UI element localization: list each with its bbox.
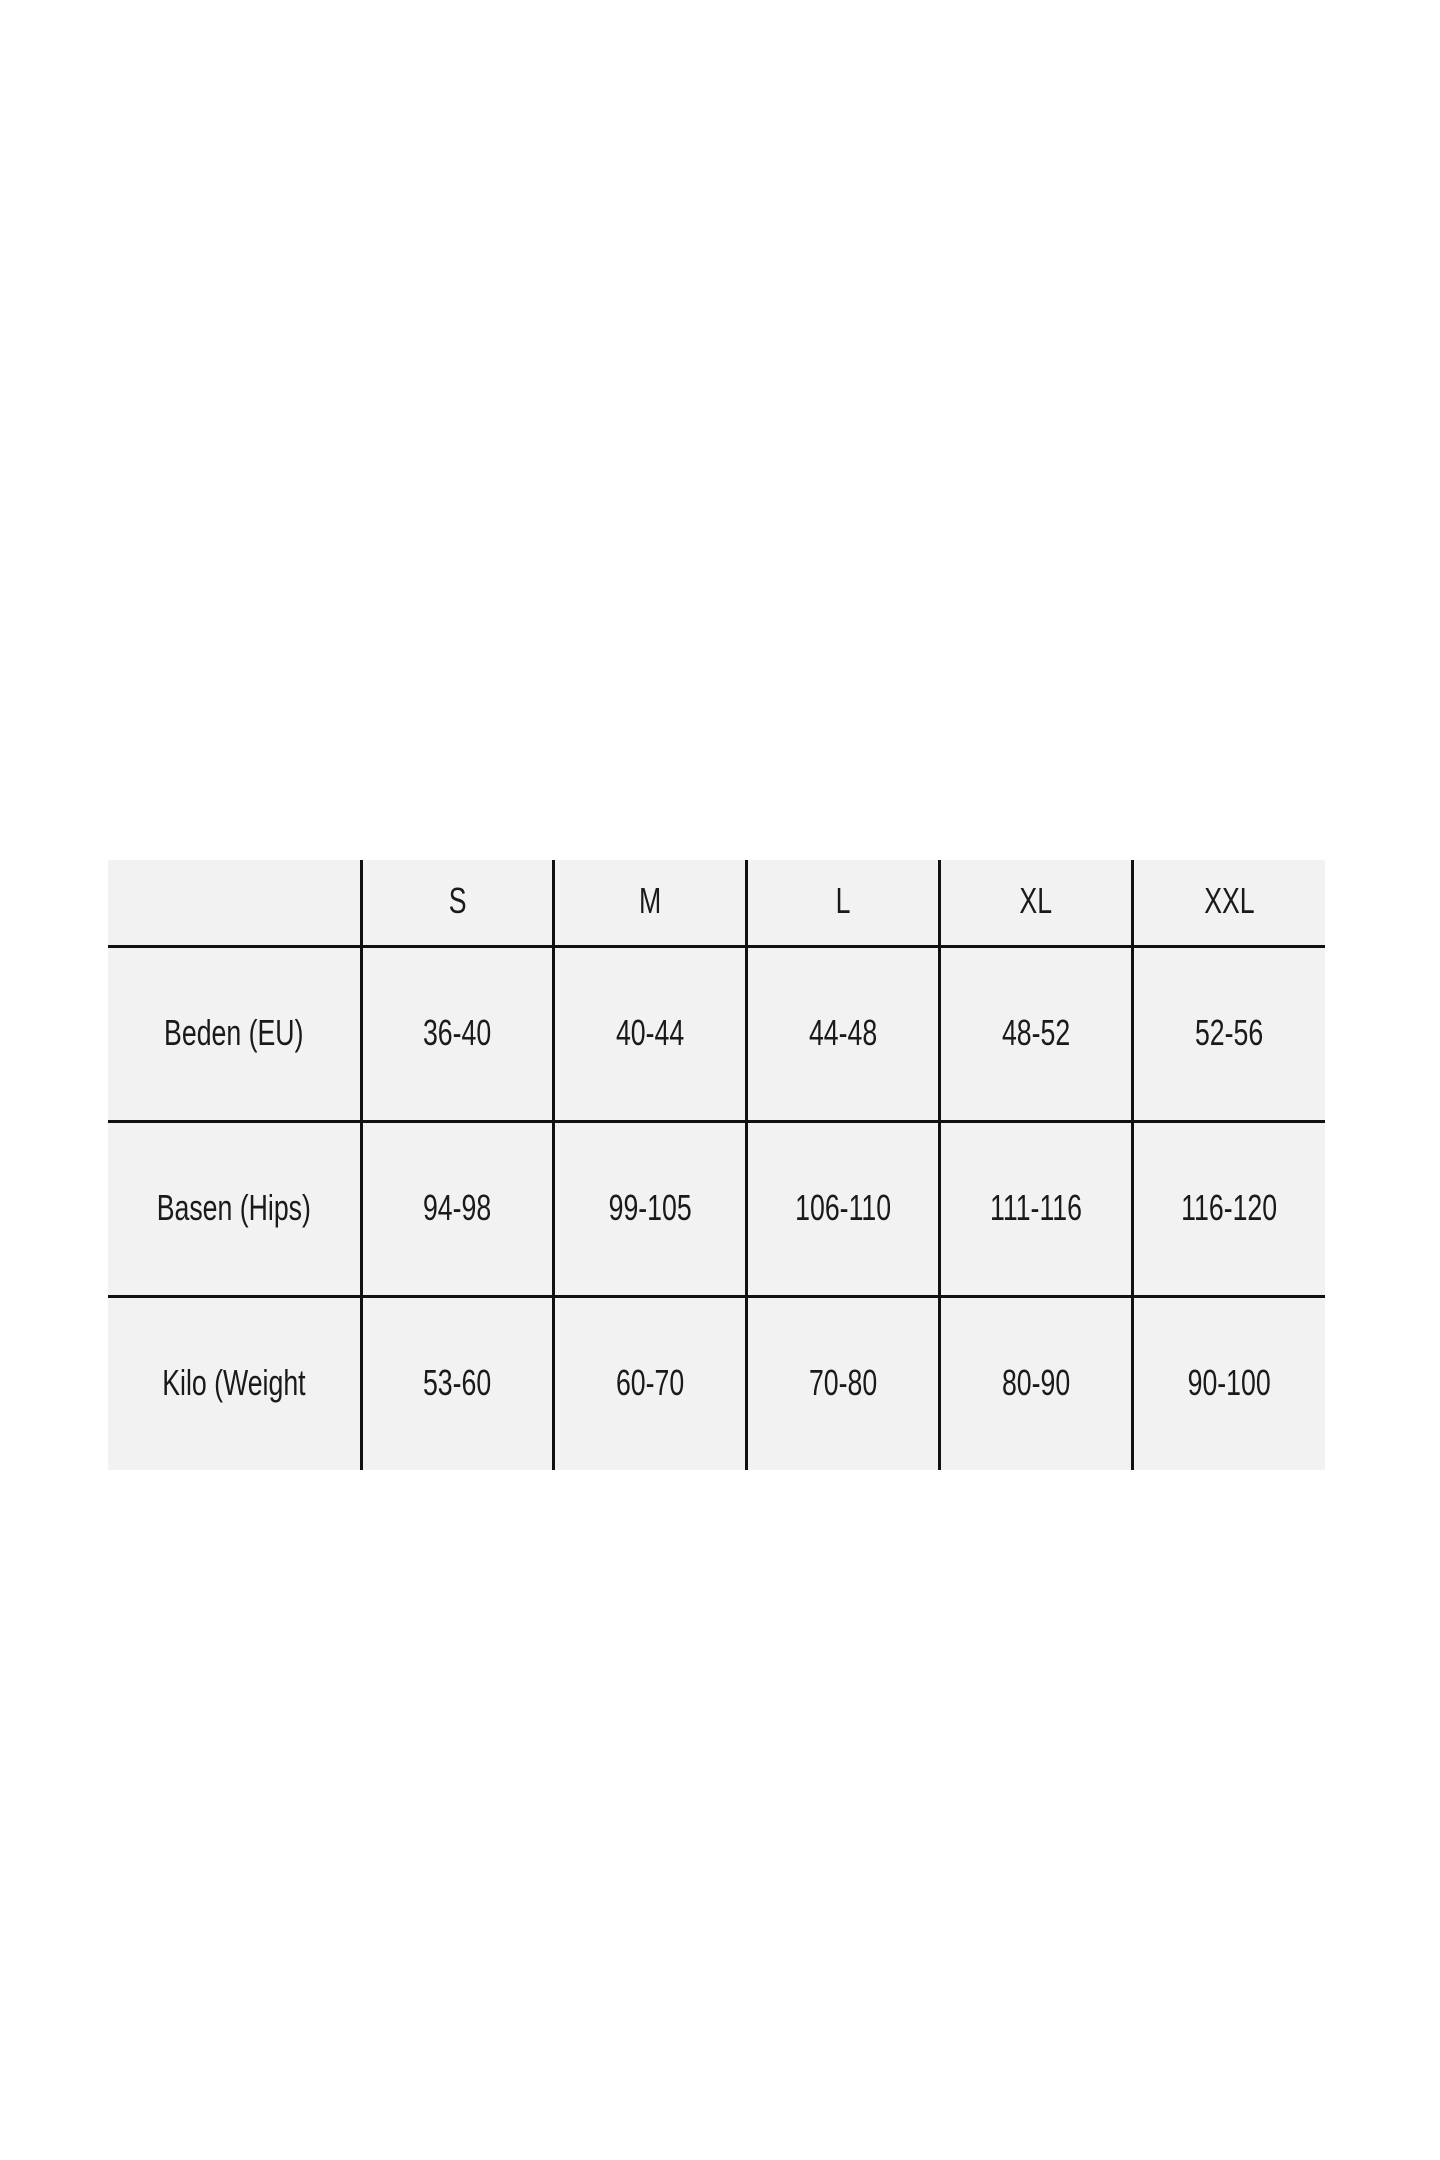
table-cell: 94-98	[359, 1120, 554, 1297]
table-cell: 99-105	[552, 1120, 747, 1297]
table-cell: 70-80	[745, 1295, 940, 1470]
table-cell: 40-44	[552, 945, 747, 1122]
header-row: S M L XL XXL	[108, 860, 1325, 947]
table-cell: 116-120	[1130, 1120, 1325, 1297]
row-label: Kilo (Weight	[108, 1295, 361, 1470]
header-cell-l: L	[745, 860, 940, 947]
table-row: Kilo (Weight 53-60 60-70 70-80 80-90 90-…	[108, 1295, 1325, 1470]
header-cell-xxl: XXL	[1130, 860, 1325, 947]
table-cell: 53-60	[359, 1295, 554, 1470]
table-cell: 90-100	[1130, 1295, 1325, 1470]
header-cell-xl: XL	[937, 860, 1133, 947]
table-cell: 106-110	[745, 1120, 940, 1297]
table-row: Basen (Hips) 94-98 99-105 106-110 111-11…	[108, 1120, 1325, 1297]
table-row: Beden (EU) 36-40 40-44 44-48 48-52 52-56	[108, 945, 1325, 1122]
size-chart-table: S M L XL XXL Beden (EU) 36-40 40-44 44-4…	[108, 860, 1325, 1470]
table-cell: 48-52	[937, 945, 1133, 1122]
row-label: Basen (Hips)	[108, 1120, 361, 1297]
table-cell: 52-56	[1130, 945, 1325, 1122]
table-cell: 36-40	[359, 945, 554, 1122]
table-cell: 60-70	[552, 1295, 747, 1470]
header-cell-m: M	[552, 860, 747, 947]
table-cell: 44-48	[745, 945, 940, 1122]
table-cell: 111-116	[937, 1120, 1133, 1297]
header-cell	[108, 860, 361, 947]
header-cell-s: S	[359, 860, 554, 947]
row-label: Beden (EU)	[108, 945, 361, 1122]
table-cell: 80-90	[937, 1295, 1133, 1470]
